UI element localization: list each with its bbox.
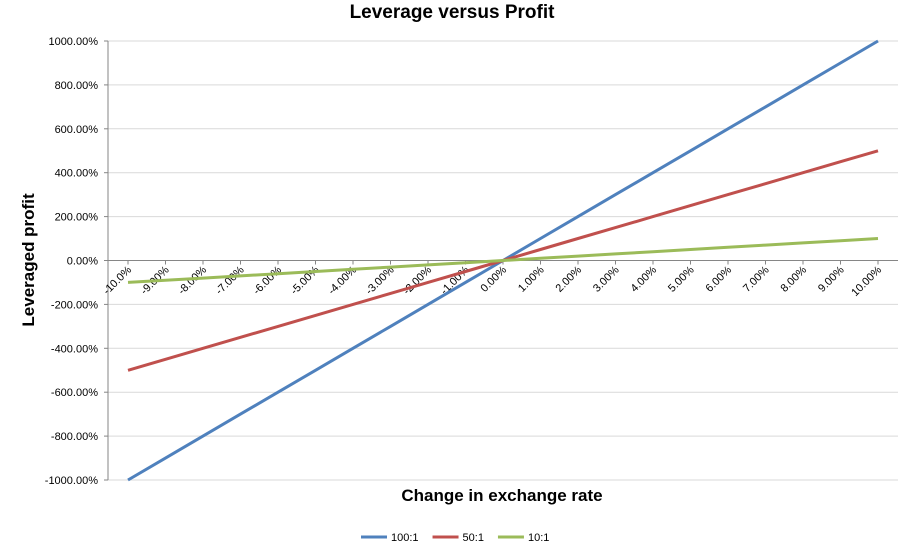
series-line-10-1 xyxy=(127,237,879,284)
x-tick-label: 9.00% xyxy=(816,264,847,295)
x-tick-label: 1.00% xyxy=(516,264,547,295)
y-tick-label: 400.00% xyxy=(55,168,99,180)
y-axis-title: Leveraged profit xyxy=(19,193,38,327)
x-tick-label: 10.00% xyxy=(849,264,884,299)
x-tick-label: -5.00% xyxy=(288,264,321,297)
x-tick-label: 6.00% xyxy=(704,264,735,295)
chart-title: Leverage versus Profit xyxy=(350,2,556,23)
legend-label: 10:1 xyxy=(528,532,549,544)
x-tick-label: 2.00% xyxy=(554,264,585,295)
y-tick-label: -600.00% xyxy=(51,387,98,399)
legend: 100:1 50:1 10:1 xyxy=(361,532,549,544)
y-tick-label: -200.00% xyxy=(51,299,98,311)
x-tick-label: -6.00% xyxy=(251,264,284,297)
x-tick-label: 0.00% xyxy=(479,264,510,295)
y-tick-label: 600.00% xyxy=(55,124,99,136)
y-tick-label: 200.00% xyxy=(55,212,99,224)
y-tick-label: 0.00% xyxy=(67,256,98,268)
y-tick-label: -1000.00% xyxy=(45,475,98,487)
y-tick-label: 1000.00% xyxy=(48,36,98,48)
x-tick-label: 7.00% xyxy=(741,264,772,295)
y-tick-label: 800.00% xyxy=(55,80,99,92)
x-tick-label: -10.0% xyxy=(101,264,134,297)
x-axis-title: Change in exchange rate xyxy=(401,486,602,505)
x-tick-label: 8.00% xyxy=(779,264,810,295)
x-tick-label: 4.00% xyxy=(629,264,660,295)
y-tick-label: -800.00% xyxy=(51,431,98,443)
y-tick-label: -400.00% xyxy=(51,343,98,355)
x-tick-label: 5.00% xyxy=(666,264,697,295)
y-axis-ticks: 1000.00% 800.00% 600.00% 400.00% 200.00% 0.00… xyxy=(45,36,108,487)
x-tick-label: 3.00% xyxy=(591,264,622,295)
legend-label: 100:1 xyxy=(391,532,419,544)
x-tick-label: -7.00% xyxy=(213,264,246,297)
legend-label: 50:1 xyxy=(463,532,484,544)
series-lines xyxy=(127,39,879,482)
